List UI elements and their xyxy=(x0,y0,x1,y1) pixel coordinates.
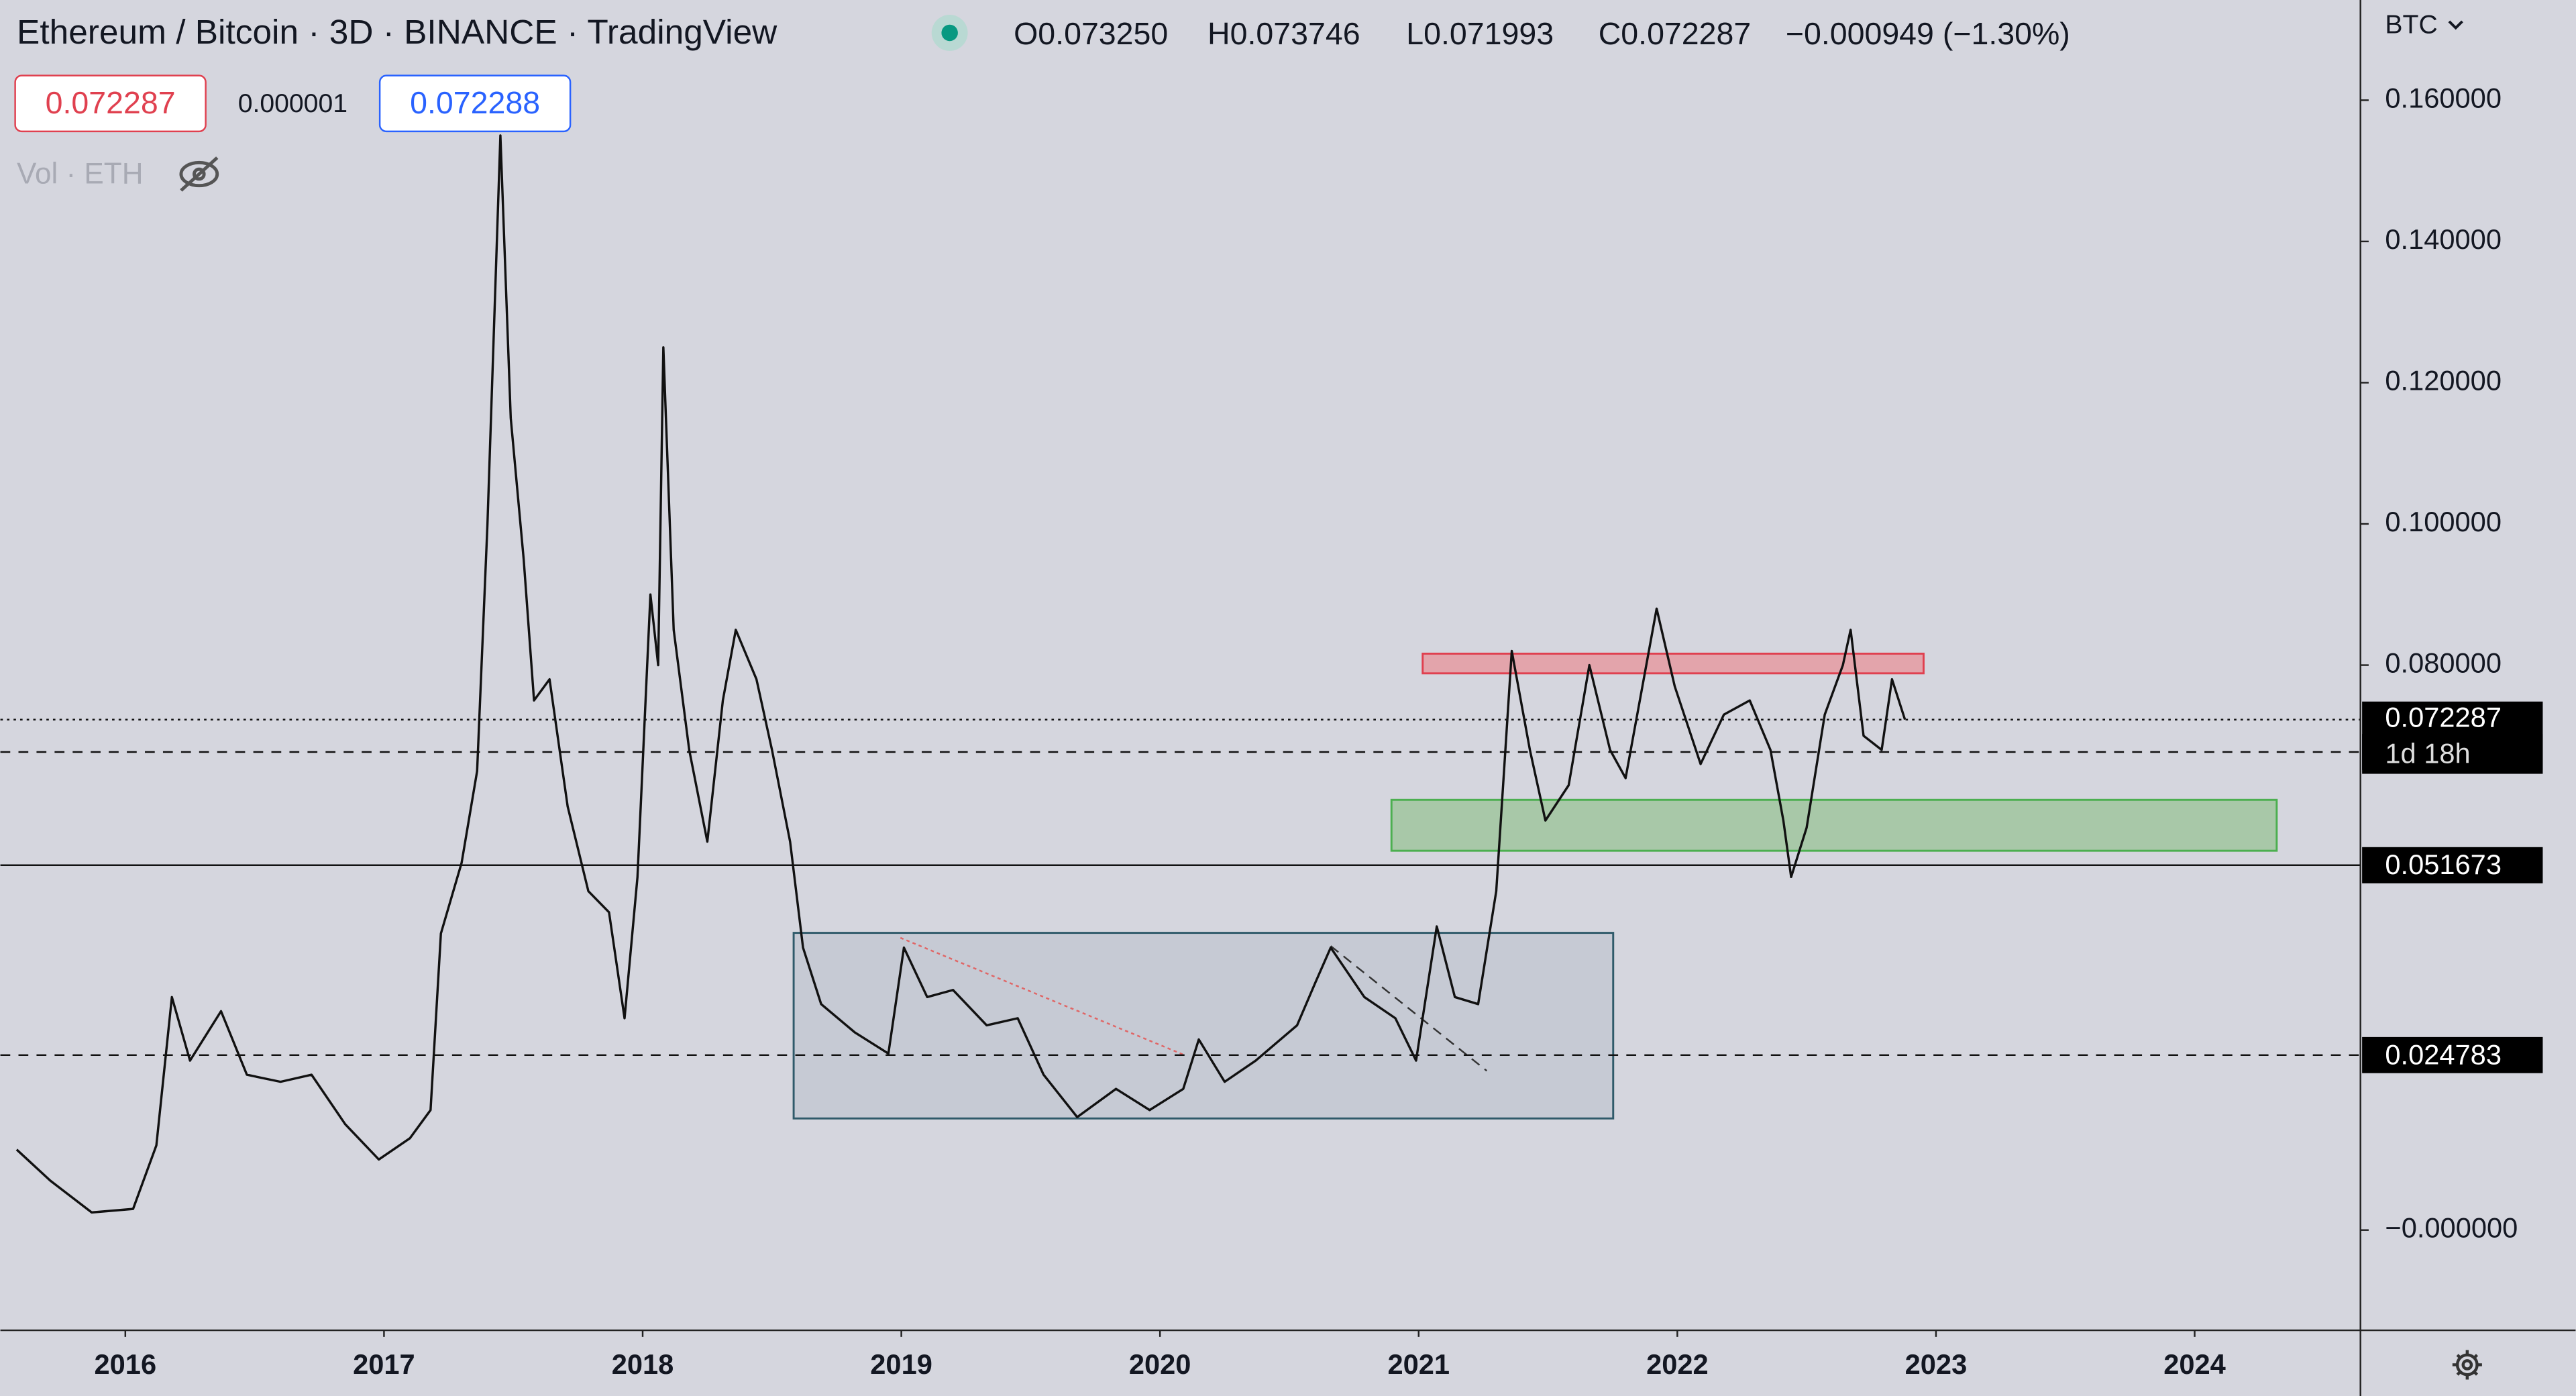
trend-line xyxy=(1330,945,1488,1072)
dropdown-icon[interactable] xyxy=(2448,20,2463,30)
level-label-bg xyxy=(2362,1036,2543,1073)
level-label: 0.051673 xyxy=(2385,849,2502,880)
currency-label[interactable]: BTC xyxy=(2385,11,2437,40)
x-tick-label: 2018 xyxy=(612,1348,674,1380)
last-price-bg xyxy=(2362,701,2543,774)
spread: 0.000001 xyxy=(238,89,347,118)
status-dot xyxy=(941,24,958,42)
x-tick-label: 2023 xyxy=(1905,1348,1968,1380)
settings-icon[interactable] xyxy=(2452,1350,2482,1380)
x-tick-label: 2022 xyxy=(1646,1348,1709,1380)
x-tick-label: 2016 xyxy=(95,1348,157,1380)
buy-button[interactable] xyxy=(378,74,572,133)
sell-button[interactable] xyxy=(14,74,207,133)
x-tick-label: 2024 xyxy=(2163,1348,2226,1380)
sell-price[interactable]: 0.072287 xyxy=(46,85,176,120)
ohlc-low: L0.071993 xyxy=(1406,16,1554,51)
price-line xyxy=(15,134,1907,1214)
x-tick-label: 2017 xyxy=(353,1348,415,1380)
resistance-zone xyxy=(1421,652,1925,675)
volume-label: Vol · ETH xyxy=(17,158,143,191)
last-price-label: 0.072287 xyxy=(2385,702,2502,733)
y-tick-label: 0.140000 xyxy=(2385,223,2502,255)
level-label: 0.024783 xyxy=(2385,1038,2502,1070)
y-tick-label: −0.000000 xyxy=(2385,1212,2518,1244)
level-label-bg xyxy=(2362,847,2543,883)
trend-line xyxy=(900,936,1183,1055)
x-tick-label: 2019 xyxy=(870,1348,932,1380)
y-tick-label: 0.160000 xyxy=(2385,82,2502,113)
countdown-label: 1d 18h xyxy=(2385,738,2470,769)
x-tick-label: 2021 xyxy=(1387,1348,1450,1380)
y-tick-label: 0.100000 xyxy=(2385,506,2502,537)
buy-price[interactable]: 0.072288 xyxy=(410,85,540,120)
range-box xyxy=(792,932,1615,1120)
y-tick-label: 0.080000 xyxy=(2385,647,2502,679)
x-tick-label: 2020 xyxy=(1129,1348,1191,1380)
ohlc-open: O0.073250 xyxy=(1014,16,1168,51)
ohlc-close: C0.072287 xyxy=(1599,16,1752,51)
support-zone xyxy=(1390,798,2278,852)
ohlc-change: −0.000949 (−1.30%) xyxy=(1786,16,2070,51)
chart-title: Ethereum / Bitcoin · 3D · BINANCE · Trad… xyxy=(17,12,777,51)
ohlc-high: H0.073746 xyxy=(1208,16,1360,51)
y-tick-label: 0.120000 xyxy=(2385,364,2502,396)
hide-icon[interactable] xyxy=(179,156,219,192)
